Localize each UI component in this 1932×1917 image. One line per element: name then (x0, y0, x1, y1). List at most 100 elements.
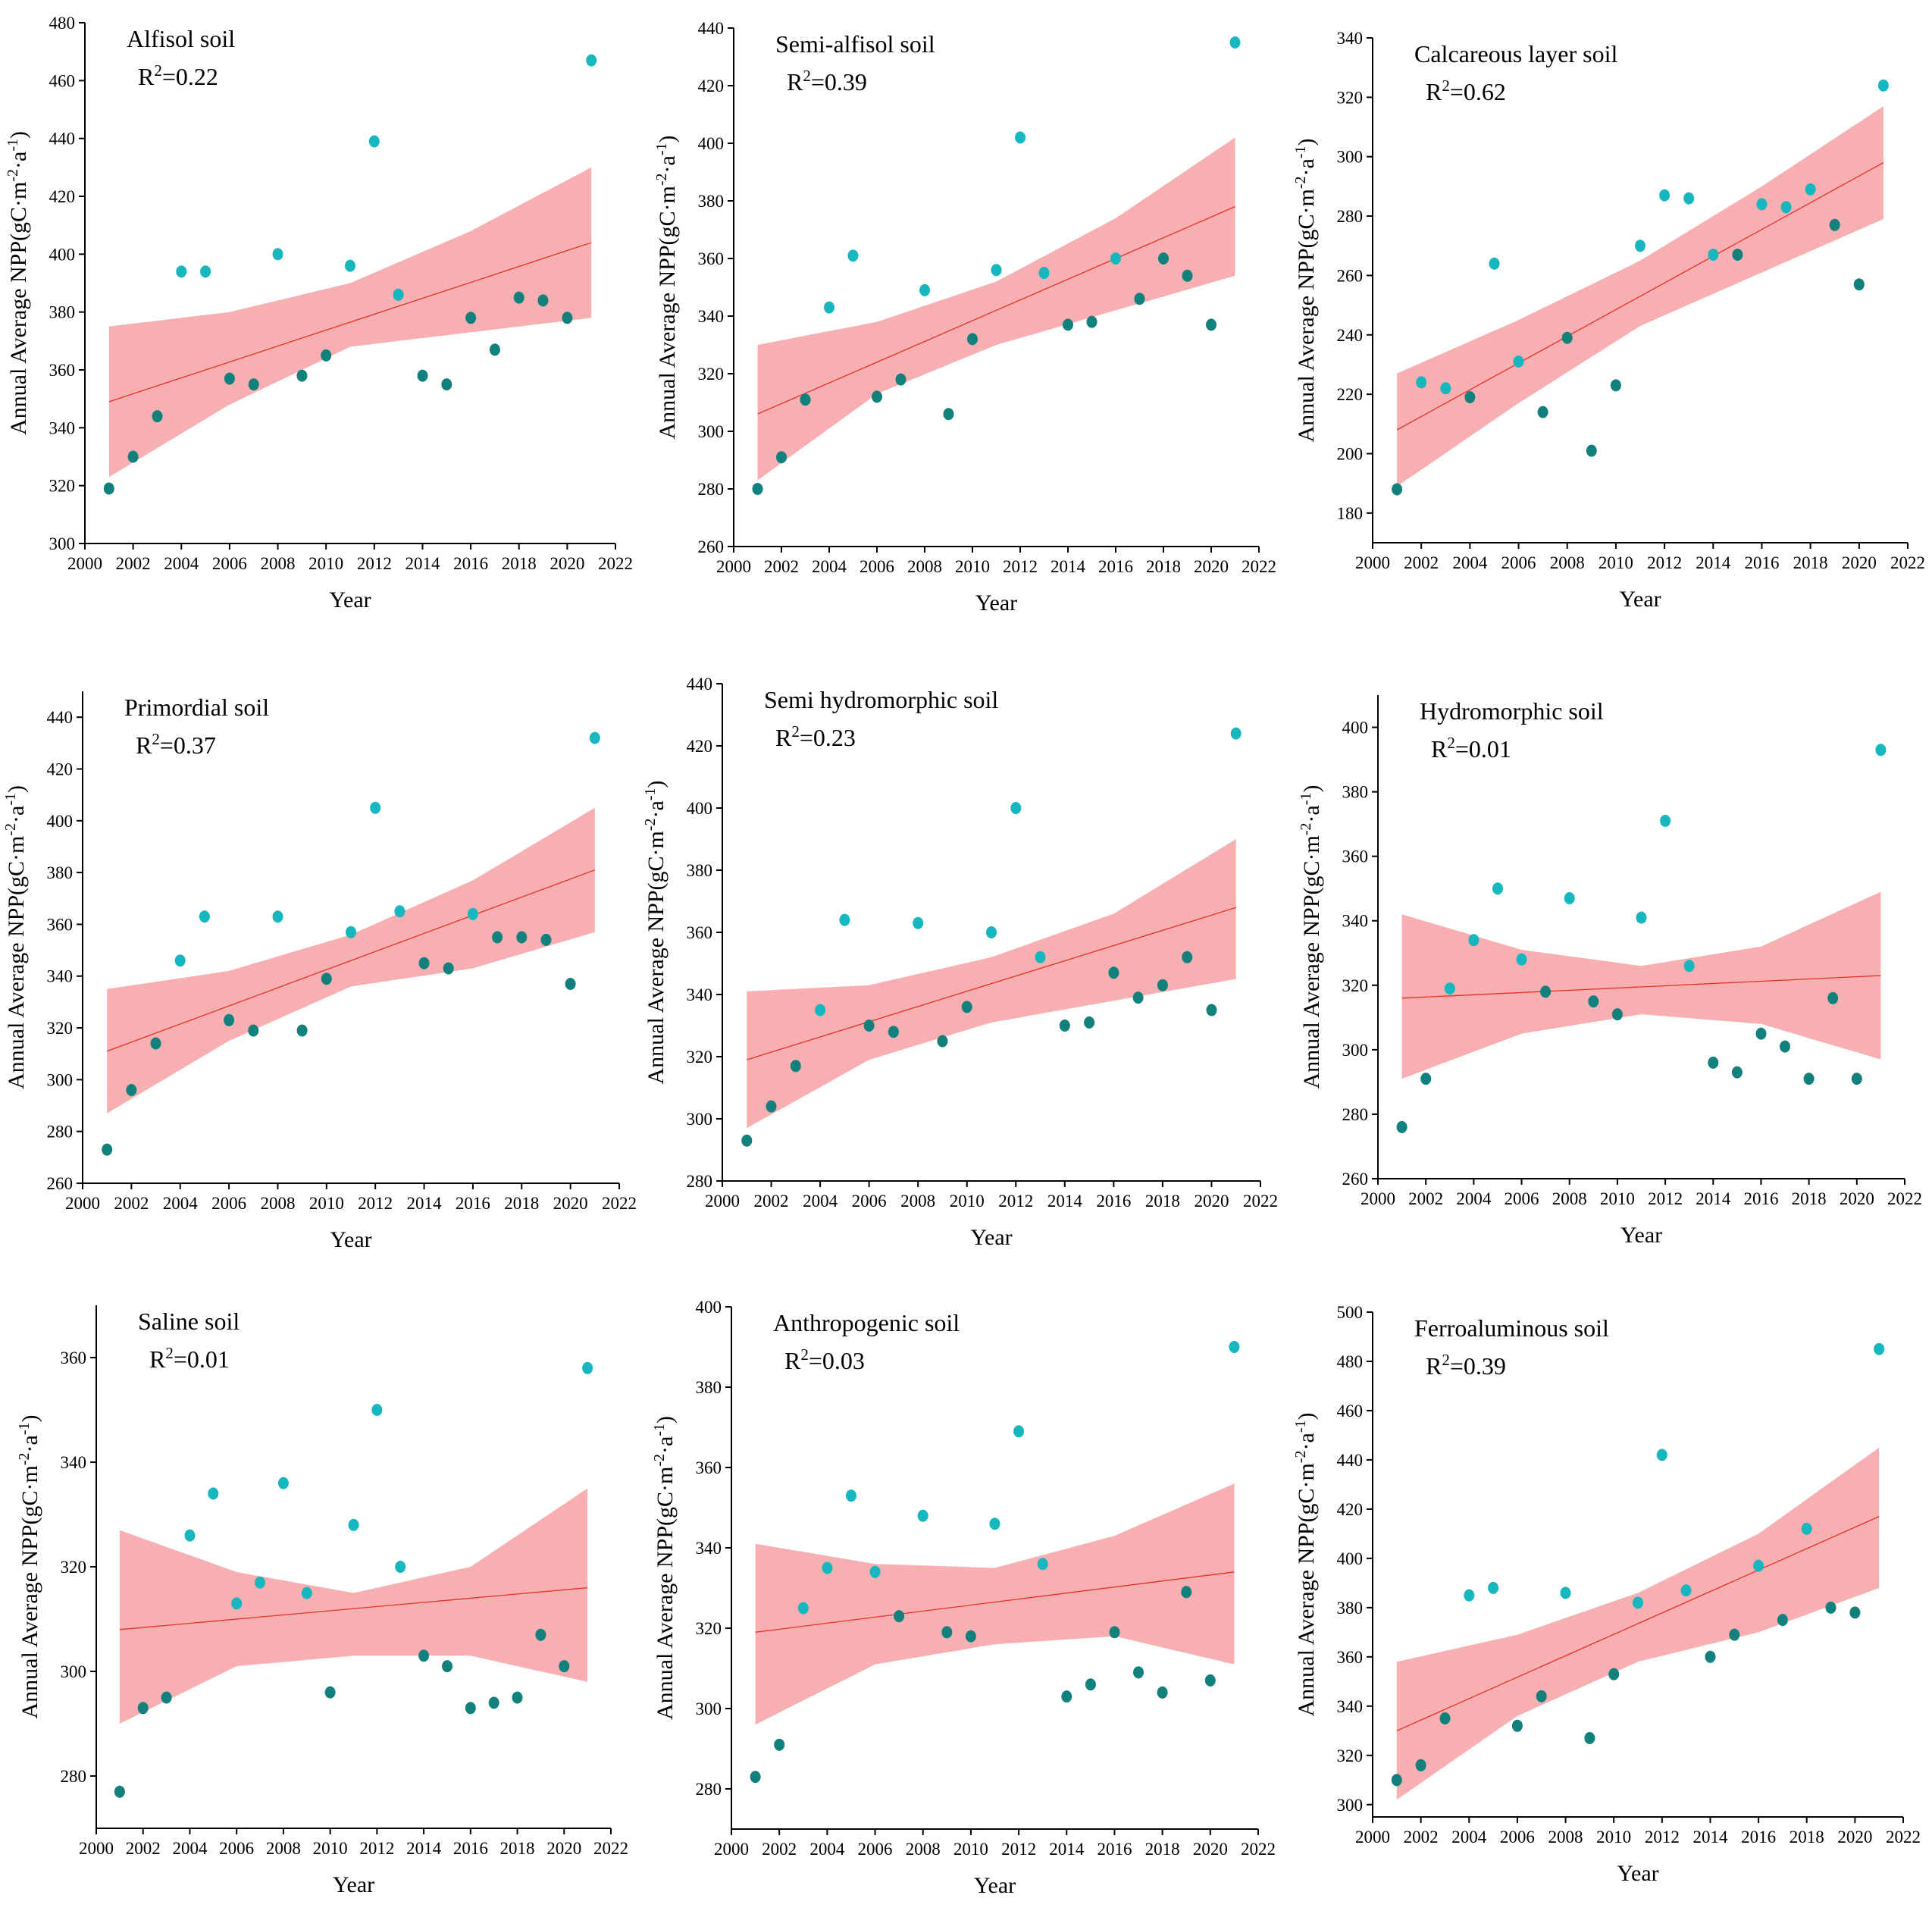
data-point (1229, 36, 1241, 49)
x-tick-label: 2008 (1552, 1189, 1587, 1208)
data-point (370, 801, 381, 814)
y-tick-label: 320 (49, 477, 76, 496)
x-tick-label: 2012 (1645, 1828, 1680, 1847)
x-tick-label: 2014 (1049, 1840, 1085, 1859)
data-point (565, 978, 576, 990)
data-point (1489, 257, 1500, 270)
data-point (1753, 1559, 1764, 1572)
x-tick-label: 2010 (950, 1192, 985, 1211)
x-tick-label: 2010 (313, 1839, 348, 1858)
y-tick-label: 360 (49, 361, 76, 380)
data-point (1683, 960, 1695, 973)
data-point (1633, 1596, 1643, 1609)
x-tick-label: 2014 (1696, 553, 1731, 572)
data-point (1561, 331, 1573, 344)
data-point (1729, 1628, 1740, 1641)
y-tick-label: 460 (1337, 1402, 1364, 1421)
data-point (441, 378, 452, 391)
data-point (1801, 1522, 1812, 1535)
x-tick-label: 2010 (1600, 1189, 1635, 1208)
data-point (937, 1035, 948, 1048)
data-point (537, 294, 549, 307)
x-tick-label: 2006 (1505, 1189, 1539, 1208)
data-point (815, 1004, 826, 1016)
y-tick-label: 180 (1337, 504, 1364, 523)
x-tick-label: 2020 (1194, 1192, 1229, 1211)
data-point (752, 483, 763, 495)
x-tick-label: 2016 (453, 1839, 488, 1858)
y-tick-label: 480 (1337, 1352, 1364, 1371)
data-point (1015, 131, 1025, 144)
data-point (797, 1602, 809, 1615)
x-tick-label: 2010 (955, 557, 990, 576)
x-axis-title: Year (329, 587, 371, 612)
y-tick-label: 340 (696, 1539, 722, 1558)
x-tick-label: 2002 (764, 557, 799, 576)
data-point (492, 931, 503, 944)
r-squared-label: R2=0.01 (1431, 734, 1511, 763)
data-point (1731, 1066, 1743, 1079)
r-squared-label: R2=0.39 (1426, 1351, 1506, 1380)
x-tick-label: 2016 (453, 554, 488, 573)
data-point (869, 1565, 881, 1578)
confidence-band (757, 137, 1235, 481)
data-point (174, 954, 186, 967)
data-point (888, 1026, 899, 1038)
data-point (1464, 391, 1476, 403)
y-tick-label: 400 (47, 812, 74, 831)
data-point (1132, 991, 1144, 1004)
x-axis-title: Year (330, 1227, 371, 1252)
y-tick-label: 380 (47, 863, 74, 882)
y-tick-label: 260 (47, 1174, 74, 1193)
data-point (1636, 911, 1647, 924)
y-tick-label: 420 (687, 737, 713, 756)
y-tick-label: 400 (696, 1298, 722, 1317)
data-point (1182, 951, 1193, 963)
data-point (1059, 1020, 1070, 1032)
x-tick-label: 2008 (1548, 1828, 1583, 1847)
y-tick-label: 260 (1337, 266, 1364, 285)
y-tick-label: 420 (49, 187, 76, 206)
y-tick-label: 440 (687, 675, 713, 694)
x-tick-label: 2014 (1696, 1189, 1731, 1208)
x-tick-label: 2022 (1242, 557, 1276, 576)
data-point (200, 265, 211, 278)
y-tick-label: 340 (61, 1453, 87, 1472)
data-point (1444, 982, 1455, 995)
y-tick-label: 300 (698, 422, 725, 441)
y-tick-label: 480 (49, 14, 76, 33)
x-axis-title: Year (1617, 1861, 1658, 1886)
y-tick-label: 260 (1342, 1170, 1369, 1189)
x-axis-title: Year (1620, 1223, 1662, 1248)
data-point (1777, 1614, 1788, 1627)
x-tick-label: 2012 (358, 1194, 393, 1213)
y-tick-label: 320 (698, 365, 725, 384)
x-tick-label: 2022 (593, 1839, 628, 1858)
regression-line (106, 869, 596, 1052)
x-tick-label: 2006 (1500, 1828, 1535, 1847)
y-tick-label: 400 (1342, 719, 1369, 738)
regression-line (757, 206, 1235, 415)
regression-line (1396, 161, 1884, 431)
x-tick-label: 2004 (1452, 553, 1488, 572)
x-axis-title: Year (975, 590, 1017, 616)
data-point (822, 1561, 833, 1574)
data-point (776, 451, 787, 464)
data-point (800, 393, 811, 406)
x-tick-label: 2008 (906, 1840, 941, 1859)
data-point (394, 905, 406, 918)
y-tick-label: 440 (47, 708, 74, 727)
x-tick-label: 2008 (266, 1839, 301, 1858)
regression-line (1401, 975, 1881, 999)
data-point (1415, 1759, 1426, 1771)
data-point (296, 369, 308, 382)
x-tick-label: 2000 (714, 1840, 749, 1859)
x-tick-label: 2016 (1743, 1189, 1778, 1208)
data-point (839, 913, 850, 926)
x-tick-label: 2000 (716, 557, 751, 576)
data-point (766, 1100, 777, 1113)
x-tick-label: 2000 (1355, 1828, 1390, 1847)
y-tick-label: 320 (696, 1619, 722, 1638)
y-tick-label: 380 (1342, 783, 1369, 802)
data-point (488, 1696, 499, 1709)
